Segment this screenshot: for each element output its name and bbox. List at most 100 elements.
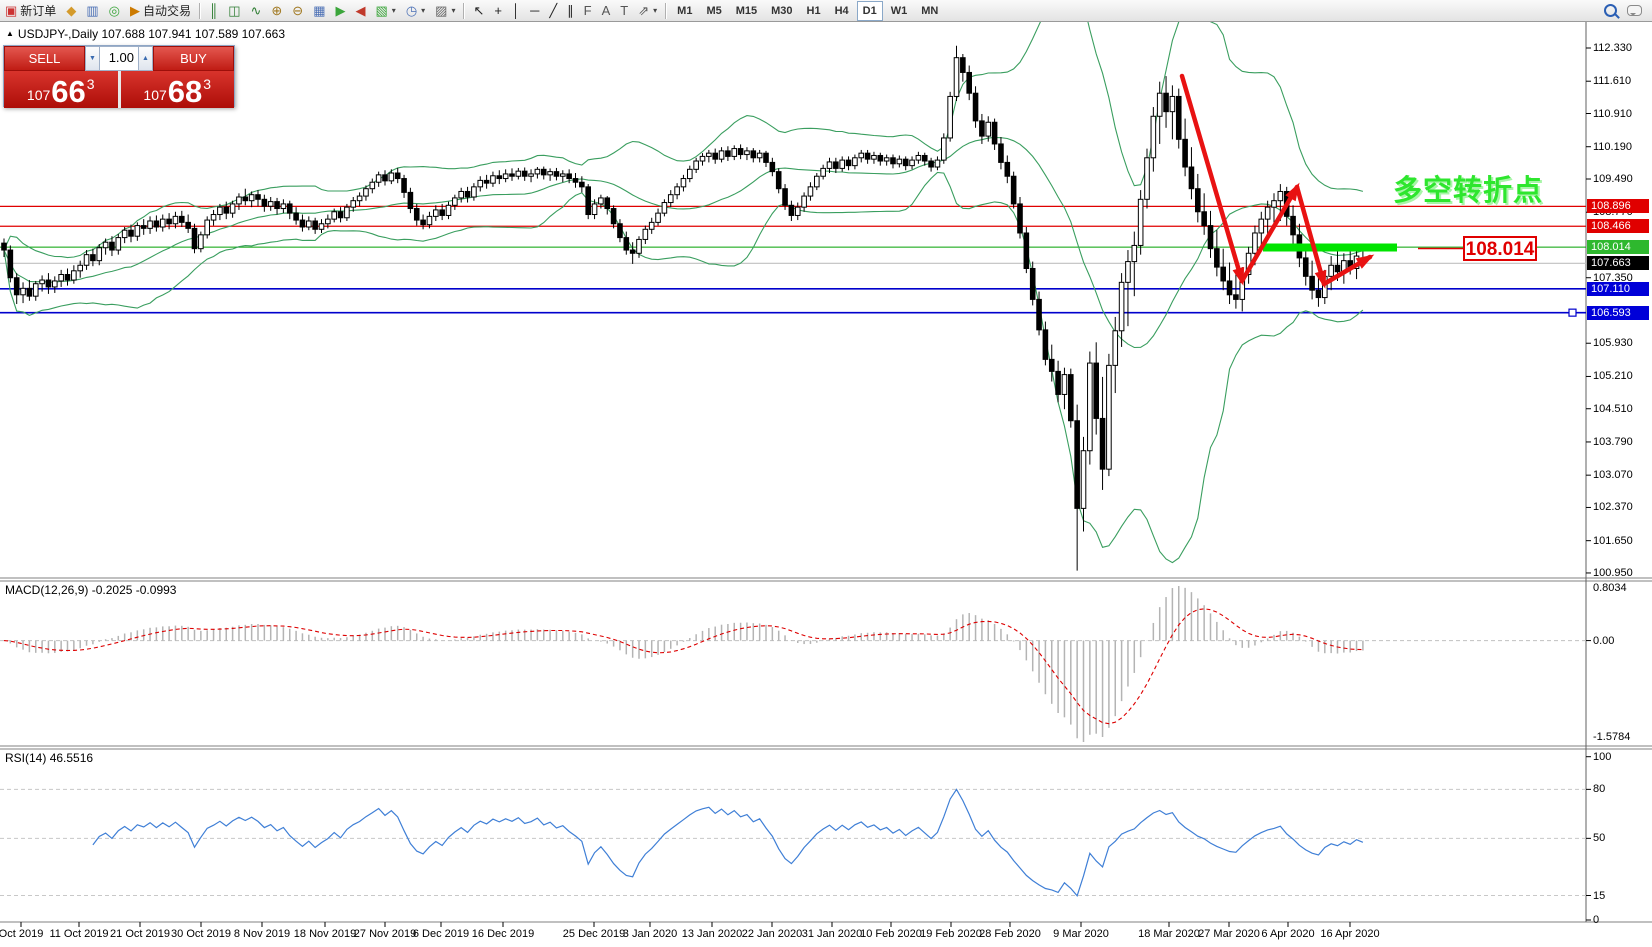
rsi-axis-label: 80 (1593, 783, 1606, 796)
rsi-axis-label: 50 (1593, 832, 1606, 845)
tf-button-M30[interactable]: M30 (771, 4, 793, 17)
price-level-badge: 106.593 (1587, 305, 1649, 320)
date-tick-label: 6 Apr 2020 (1261, 928, 1315, 940)
rsi-axis-label: 15 (1593, 889, 1606, 902)
main-toolbar: ▣ 新订单 ◆ ▥ ◎ ▶ 自动交易 ║ ◫ ∿ ⊕ ⊖ ▦ ▶ ◀ ▧ ▾ ◷ ▾ ▨ ▾ ↖ + │ ─ ╱ ∥ F A… (0, 0, 1652, 22)
rsi-value: 46.5516 (49, 751, 94, 765)
autotrade-icon: ▶ (129, 3, 140, 18)
templates-icon[interactable]: ▨ ▾ (435, 3, 456, 18)
date-tick-label: 8 Nov 2019 (233, 928, 291, 940)
date-tick-label: 31 Jan 2020 (801, 928, 863, 940)
vertical-line-icon[interactable]: │ (511, 3, 521, 18)
cursor-icon[interactable]: ↖ (473, 3, 485, 18)
macd-axis-max: 0.8034 (1593, 582, 1627, 594)
price-tick-label: 105.930 (1593, 337, 1633, 350)
tf-button-W1[interactable]: W1 (890, 4, 908, 17)
volume-decrease-button[interactable]: ▼ (85, 46, 100, 71)
buy-price[interactable]: 107 68 3 (120, 71, 234, 109)
date-tick-label: 3 Jan 2020 (622, 928, 678, 940)
metaeditor-icon[interactable]: ◆ (66, 3, 77, 18)
zoom-out-icon[interactable]: ⊖ (292, 3, 304, 18)
trendline-icon[interactable]: ╱ (549, 3, 558, 18)
macd-axis-min: -1.5784 (1593, 731, 1631, 743)
candlestick-chart-icon[interactable]: ◫ (228, 3, 241, 18)
market-watch-icon[interactable]: ▥ (86, 3, 99, 18)
price-level-badge: 108.014 (1587, 240, 1649, 255)
date-tick-label: 18 Mar 2020 (1138, 928, 1200, 940)
quote-header-text: USDJPY-,Daily 107.688 107.941 107.589 10… (17, 27, 286, 41)
line-chart-icon[interactable]: ∿ (250, 3, 262, 18)
date-tick-label: 19 Feb 2020 (920, 928, 982, 940)
date-tick-label: 9 Mar 2020 (1053, 928, 1109, 940)
price-tick-label: 103.070 (1593, 469, 1633, 482)
sell-price[interactable]: 107 66 3 (4, 71, 118, 108)
crosshair-icon[interactable]: + (494, 3, 502, 18)
buy-price-sup: 3 (203, 76, 212, 92)
price-level-badge: 107.110 (1587, 281, 1649, 296)
tf-button-H1[interactable]: H1 (806, 4, 821, 17)
rsi-label: RSI(14) 46.5516 (5, 751, 94, 765)
search-icon[interactable] (1604, 4, 1617, 17)
panel-divider (117, 71, 121, 108)
date-tick-label: 22 Jan 2020 (741, 928, 803, 940)
tf-button-D1[interactable]: D1 (856, 0, 883, 21)
date-tick-label: 16 Dec 2019 (471, 928, 535, 940)
volume-input[interactable]: 1.00 (100, 46, 138, 71)
price-callout-box: 108.014 (1463, 236, 1537, 261)
sell-price-big: 66 (51, 73, 86, 109)
price-level-badge: 108.466 (1587, 219, 1649, 234)
zoom-in-icon[interactable]: ⊕ (271, 3, 283, 18)
buy-price-prefix: 107 (143, 87, 167, 103)
tile-windows-icon[interactable]: ▦ (313, 3, 326, 18)
new-chart-icon[interactable]: ▧ ▾ (375, 3, 396, 18)
auto-scroll-icon[interactable]: ▶ (335, 3, 346, 18)
date-tick-label: 21 Oct 2019 (110, 928, 170, 940)
periods-icon[interactable]: ◷ ▾ (405, 3, 426, 18)
autotrade-button[interactable]: ▶ 自动交易 (125, 1, 196, 21)
chat-icon[interactable] (1627, 5, 1642, 16)
tf-button-M15[interactable]: M15 (735, 4, 758, 17)
tf-button-M1[interactable]: M1 (677, 4, 693, 17)
price-tick-label: 111.610 (1593, 75, 1632, 88)
buy-button[interactable]: BUY (153, 46, 234, 71)
macd-axis-zero: 0.00 (1593, 634, 1615, 647)
arrows-icon[interactable]: ⇗ ▾ (638, 3, 658, 18)
turning-point-annotation: 多空转折点 (1393, 175, 1544, 207)
price-tick-label: 112.330 (1593, 42, 1632, 54)
toolbar-separator (665, 2, 668, 19)
new-order-button[interactable]: ▣ 新订单 (0, 1, 61, 21)
sell-button[interactable]: SELL (4, 46, 85, 71)
collapse-arrow-icon[interactable]: ▲ (6, 29, 14, 38)
volume-increase-button[interactable]: ▲ (138, 46, 153, 71)
toolbar-separator (198, 2, 201, 19)
date-tick-label: 13 Jan 2020 (681, 928, 743, 940)
label-icon[interactable]: T (620, 3, 629, 18)
horizontal-line-icon[interactable]: ─ (530, 3, 540, 18)
price-tick-label: 103.790 (1593, 435, 1633, 448)
tf-button-M5[interactable]: M5 (706, 4, 722, 17)
toolbar-separator (463, 2, 466, 19)
tf-button-MN[interactable]: MN (921, 4, 939, 17)
data-window-icon[interactable]: ◎ (108, 3, 120, 18)
chart-shift-icon[interactable]: ◀ (355, 3, 366, 18)
date-tick-label: 30 Oct 2019 (171, 928, 231, 940)
macd-value-signal: -0.0993 (135, 583, 177, 597)
date-tick-label: 28 Feb 2020 (979, 928, 1041, 940)
text-icon[interactable]: A (601, 3, 611, 18)
price-tick-label: 102.370 (1593, 501, 1633, 514)
rsi-axis-label: 0 (1593, 914, 1600, 926)
quote-header: ▲ USDJPY-,Daily 107.688 107.941 107.589 1… (6, 27, 285, 41)
new-order-label: 新订单 (20, 4, 57, 18)
date-tick-label: 11 Oct 2019 (49, 928, 109, 940)
channel-icon[interactable]: ∥ (567, 3, 574, 18)
price-level-badge: 108.896 (1587, 199, 1649, 214)
tf-button-H4[interactable]: H4 (834, 4, 849, 17)
buy-price-big: 68 (167, 73, 203, 109)
bar-chart-icon[interactable]: ║ (208, 3, 219, 18)
date-tick-label: Oct 2019 (0, 928, 44, 940)
fibonacci-icon[interactable]: F (583, 3, 592, 18)
sell-price-sup: 3 (86, 76, 95, 92)
date-tick-label: 27 Mar 2020 (1198, 928, 1260, 940)
